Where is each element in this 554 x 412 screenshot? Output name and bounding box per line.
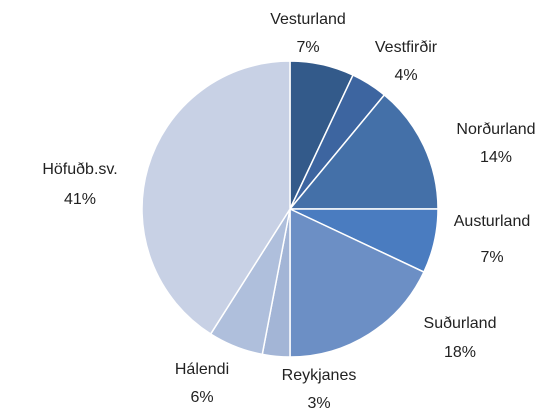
slice-label: Austurland: [454, 213, 531, 230]
pie-slice: [141, 60, 291, 335]
slice-label: Hálendi: [175, 361, 229, 378]
slice-label: Norðurland: [456, 121, 535, 138]
slice-label: Höfuðb.sv.: [42, 161, 117, 178]
slice-value-label: 7%: [480, 249, 503, 266]
slice-label: Vesturland: [270, 11, 346, 28]
pie-slice: [289, 207, 425, 358]
slice-value-label: 14%: [480, 149, 512, 166]
slice-value-label: 18%: [444, 344, 476, 361]
slice-value-label: 6%: [190, 389, 213, 406]
slice-label: Reykjanes: [282, 367, 357, 384]
slice-value-label: 41%: [64, 191, 96, 208]
slice-value-label: 3%: [307, 395, 330, 412]
pie-slice: [288, 93, 439, 210]
slice-label: Suðurland: [424, 315, 497, 332]
slice-value-label: 7%: [296, 39, 319, 56]
slice-label: Vestfirðir: [375, 39, 438, 56]
slice-value-label: 4%: [394, 67, 417, 84]
